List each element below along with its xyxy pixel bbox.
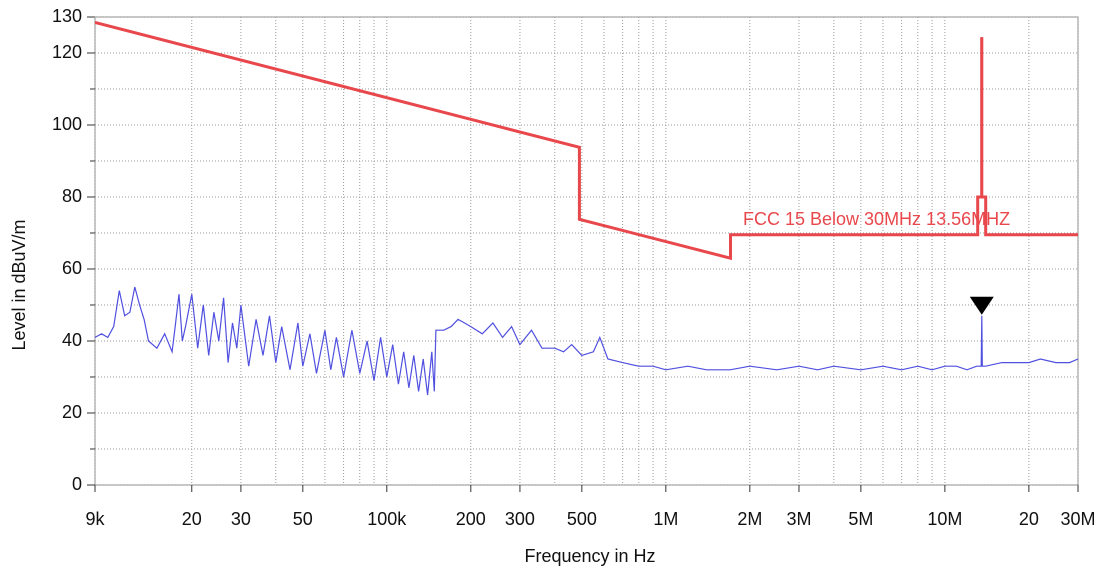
x-tick-label: 2M <box>737 509 762 529</box>
y-axis-label: Level in dBuV/m <box>9 219 29 350</box>
x-tick-label: 300 <box>505 509 535 529</box>
y-tick-label: 80 <box>62 186 82 206</box>
x-tick-label: 30 <box>231 509 251 529</box>
peak-marker <box>969 296 994 315</box>
y-tick-label: 40 <box>62 330 82 350</box>
y-tick-label: 130 <box>52 6 82 26</box>
x-tick-label: 50 <box>293 509 313 529</box>
x-tick-label: 30M <box>1060 509 1095 529</box>
x-tick-label: 100k <box>367 509 407 529</box>
y-tick-label: 20 <box>62 402 82 422</box>
series-label: FCC 15 Below 30MHz 13.56MHZ <box>743 209 1010 229</box>
y-tick-label: 100 <box>52 114 82 134</box>
x-tick-label: 1M <box>653 509 678 529</box>
y-tick-label: 120 <box>52 42 82 62</box>
y-tick-label: 0 <box>72 474 82 494</box>
series-line <box>94 286 1079 396</box>
x-tick-label: 9k <box>85 509 105 529</box>
plot-frame <box>94 16 1079 486</box>
x-tick-label: 200 <box>456 509 486 529</box>
series-line <box>94 20 1078 261</box>
x-tick-label: 500 <box>567 509 597 529</box>
x-tick-label: 20 <box>1019 509 1039 529</box>
x-tick-label: 3M <box>786 509 811 529</box>
x-tick-label: 20 <box>182 509 202 529</box>
x-axis-label: Frequency in Hz <box>524 546 655 566</box>
x-tick-label: 5M <box>848 509 873 529</box>
y-tick-label: 60 <box>62 258 82 278</box>
x-tick-label: 10M <box>927 509 962 529</box>
